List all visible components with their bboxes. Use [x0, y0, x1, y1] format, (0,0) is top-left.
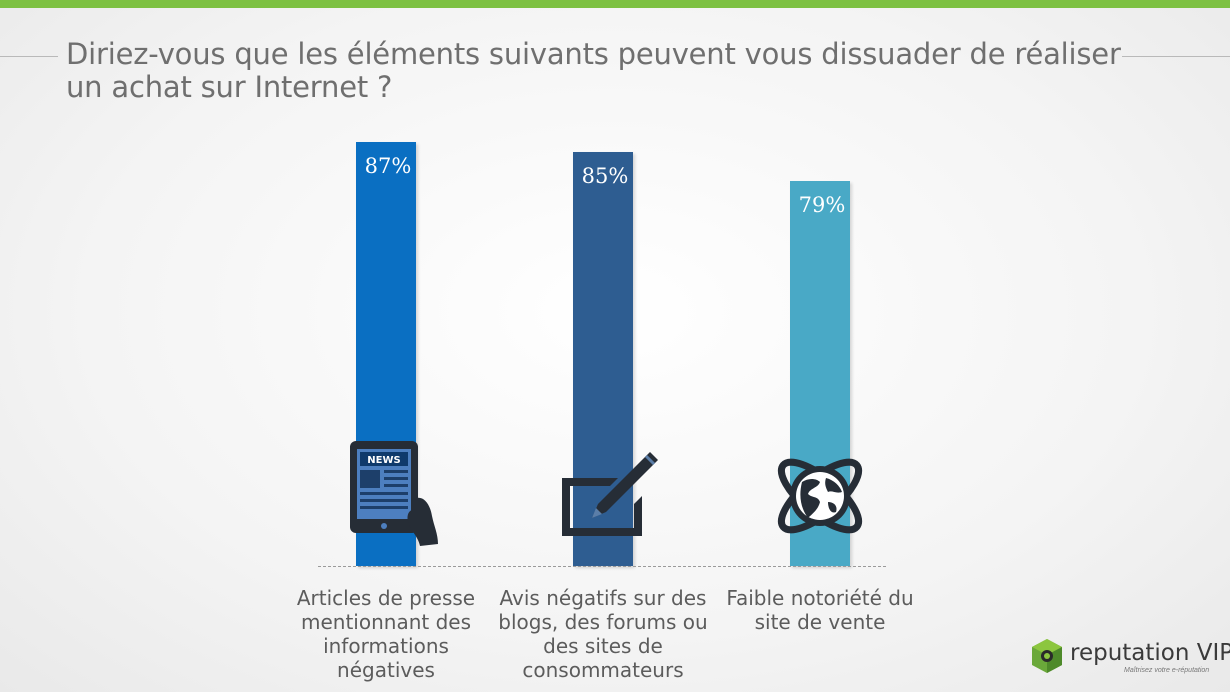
title-rule-right: [1122, 56, 1230, 57]
logo-tagline: Maîtrisez votre e-réputation: [1124, 667, 1210, 674]
globe-orbit-icon: [777, 458, 863, 534]
svg-text:NEWS: NEWS: [367, 455, 400, 466]
bar-avis-negatifs: [573, 152, 633, 566]
category-label: Faible notoriété du site de vente: [726, 586, 914, 634]
chart-baseline: [318, 566, 886, 567]
title-rule-left: [0, 56, 58, 57]
chart-title: Diriez-vous que les éléments suivants pe…: [66, 37, 1121, 104]
bar-value-label: 87%: [364, 154, 412, 179]
category-label: Avis négatifs sur des blogs, des forums …: [498, 586, 708, 682]
pen-writing-icon: [562, 452, 658, 536]
bar-value-label: 85%: [581, 164, 629, 189]
reputation-vip-logo: reputation VIP Maîtrisez votre e-réputat…: [1030, 636, 1230, 676]
logo-name: reputation VIP: [1070, 640, 1230, 666]
news-tablet-icon: NEWS: [350, 441, 438, 546]
category-label: Articles de presse mentionnant des infor…: [296, 586, 476, 682]
logo-cube-icon: [1032, 639, 1062, 673]
bar-value-label: 79%: [798, 193, 846, 218]
top-accent-bar: [0, 0, 1230, 8]
